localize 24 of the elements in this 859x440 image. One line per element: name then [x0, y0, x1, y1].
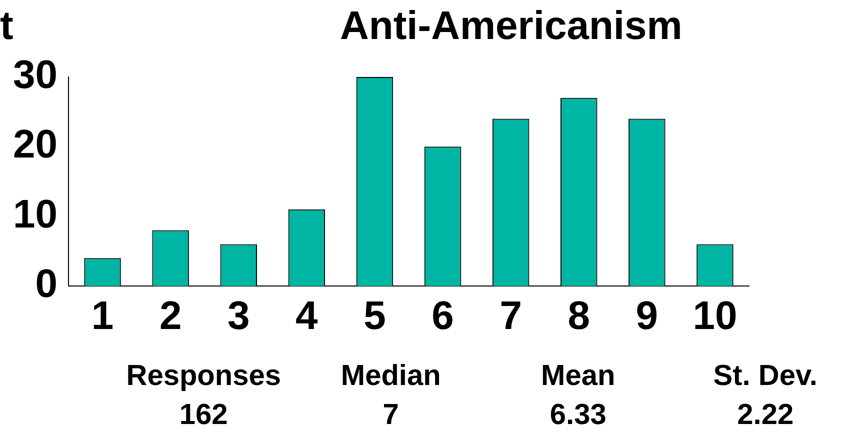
chart-title: Anti-Americanism: [340, 4, 682, 49]
text: Median: [340, 360, 442, 393]
x-tick-label: 2: [159, 294, 182, 338]
x-tick-label: 7: [500, 294, 522, 338]
text: Mean: [540, 360, 616, 393]
text: St. Dev.: [712, 360, 818, 393]
text: 7: [382, 399, 400, 432]
y-tick-label: 30: [12, 53, 58, 98]
x-tick-label: 6: [432, 294, 454, 338]
x-tick-label: 5: [364, 294, 386, 338]
y-tick-label: 20: [12, 122, 58, 167]
x-tick-label: 3: [227, 294, 250, 338]
x-tick-label: 4: [296, 294, 319, 338]
x-tick-label: 9: [636, 294, 658, 338]
x-tick-label: 10: [692, 294, 738, 338]
y-tick-label: 0: [35, 262, 58, 306]
x-tick-label: 8: [568, 294, 590, 338]
text: Responses: [125, 360, 282, 393]
text: 162: [178, 399, 229, 432]
y-tick-label: 10: [12, 192, 58, 236]
text: 2.22: [736, 399, 795, 432]
text: t: [0, 4, 14, 49]
text: 6.33: [548, 399, 608, 432]
x-tick-label: 1: [91, 294, 114, 338]
